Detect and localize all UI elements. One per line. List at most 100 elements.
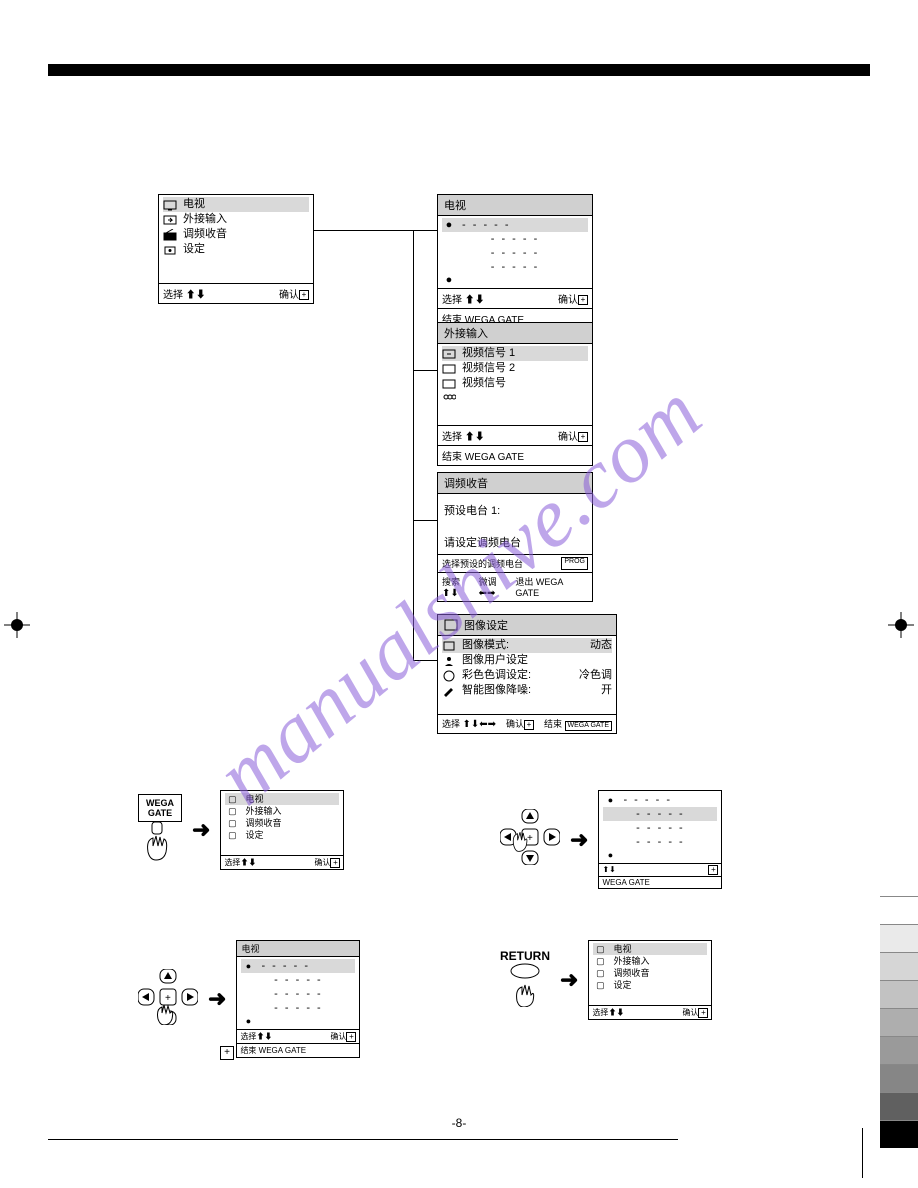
- step-2: + ➜ ●- - - - - - - - - - - - - - - - - -…: [500, 790, 722, 889]
- main-item-ext[interactable]: 外接输入: [163, 212, 309, 227]
- list-item: ▢调频收音: [225, 817, 339, 829]
- palette-icon: [442, 670, 456, 682]
- tv-icon: [163, 199, 177, 211]
- placeholder: - - - - -: [442, 260, 588, 274]
- page-number: -8-: [452, 1116, 467, 1130]
- small-panel-tv-2: ●- - - - - - - - - - - - - - - - - - - -…: [598, 790, 722, 889]
- pic-row-value: 动态: [590, 638, 612, 653]
- list-row: ●: [241, 1015, 355, 1027]
- ft: 结束: [240, 1046, 256, 1055]
- list-item: ▢调频收音: [593, 967, 707, 979]
- panel-picture-settings: 图像设定 图像模式: 动态 图像用户设定 彩色色调设定: 冷色调 智能图像降噪:…: [437, 614, 617, 734]
- user-icon: [442, 655, 456, 667]
- input-icon: [442, 378, 456, 390]
- main-item-label: 调频收音: [183, 227, 227, 242]
- item-label: 设定: [613, 979, 631, 991]
- connector-line: [314, 230, 414, 231]
- ext-item: [442, 391, 588, 403]
- pic-row[interactable]: 图像用户设定: [442, 653, 612, 668]
- fm-preset-label: 预设电台 1:: [444, 502, 586, 518]
- ft: 确认: [682, 1008, 698, 1017]
- dpad-control[interactable]: +: [500, 809, 560, 870]
- pic-row[interactable]: 彩色色调设定: 冷色调: [442, 668, 612, 683]
- ext-item[interactable]: 视频信号: [442, 376, 588, 391]
- connector-line: [413, 660, 437, 661]
- connector-line: [413, 370, 437, 371]
- list-item: ▢电视: [225, 793, 339, 805]
- footer-select: 选择: [442, 719, 460, 729]
- footer-select: 选择: [442, 295, 462, 306]
- footer-select: 选择: [224, 858, 240, 867]
- top-black-bar: [48, 64, 870, 76]
- item-label: 调频收音: [613, 967, 649, 979]
- small-panel-main-2: ▢电视 ▢外接输入 ▢调频收音 ▢设定 选择⬆⬇ 确认+: [588, 940, 712, 1020]
- pic-row-label: 彩色色调设定:: [462, 668, 573, 683]
- dpad-press-center[interactable]: +: [138, 969, 198, 1030]
- dpad-icon: +: [500, 809, 560, 865]
- panel-tv-title: 电视: [438, 195, 592, 216]
- main-item-radio[interactable]: 调频收音: [163, 227, 309, 242]
- tv-row[interactable]: ● - - - - -: [442, 218, 588, 232]
- fm-footer-a-left: 选择预设的调频电台: [442, 557, 523, 570]
- wega-gate-button[interactable]: WEGAGATE: [138, 794, 182, 867]
- step-4: RETURN ➜ ▢电视 ▢外接输入 ▢调频收音 ▢设定 选择⬆⬇ 确认+: [500, 940, 712, 1020]
- ext-item-label: 视频信号 2: [462, 361, 515, 376]
- return-button-icon: [505, 963, 545, 1007]
- step-1: WEGAGATE ➜ ▢电视 ▢外接输入 ▢调频收音 ▢设定 选择⬆⬇ 确认+: [138, 790, 344, 870]
- main-item-tv[interactable]: 电视: [163, 197, 309, 212]
- pic-row-label: 图像模式:: [462, 638, 584, 653]
- list-item: ▢外接输入: [593, 955, 707, 967]
- main-item-label: 设定: [183, 242, 205, 257]
- placeholder: - - - - -: [442, 232, 588, 246]
- list-item: ▢电视: [593, 943, 707, 955]
- ft: 确认: [330, 1032, 346, 1041]
- crop-target-right: [888, 612, 914, 638]
- step-3: + ➜ 电视 ●- - - - - - - - - - - - - - - - …: [138, 940, 360, 1058]
- component-icon: [442, 391, 456, 403]
- item-label: 电视: [245, 793, 263, 805]
- pic-row-value: 冷色调: [579, 668, 612, 683]
- panel-picture-title: 图像设定: [464, 617, 508, 633]
- hand-press-icon: [138, 822, 176, 862]
- connector-line: [413, 520, 437, 521]
- connector-line: [413, 230, 414, 660]
- footer-confirm: 确认: [279, 290, 299, 301]
- pic-row-label: 智能图像降噪:: [462, 683, 595, 698]
- pic-row[interactable]: 图像模式: 动态: [442, 638, 612, 653]
- footer-confirm: 确认: [558, 295, 578, 306]
- list-row: - - - - -: [603, 807, 717, 821]
- item-label: 调频收音: [245, 817, 281, 829]
- list-row: ●- - - - -: [603, 793, 717, 807]
- crop-target-left: [4, 612, 30, 638]
- arrow-icon: ➜: [208, 986, 226, 1012]
- panel-fm-radio: 调频收音 预设电台 1: 请设定调频电台 选择预设的调频电台 PROG 搜索 ⬆…: [437, 472, 593, 602]
- grayscale-strip: [880, 896, 918, 1148]
- panel-footer: 选择 ⬆⬇⬅➡ 确认+ 结束 WEGA GATE: [438, 714, 616, 733]
- return-button[interactable]: RETURN: [500, 949, 550, 1012]
- small-panel-main: ▢电视 ▢外接输入 ▢调频收音 ▢设定 选择⬆⬇ 确认+: [220, 790, 344, 870]
- footer-select: 选择: [163, 290, 183, 301]
- plus-icon-note: +: [220, 1044, 234, 1062]
- gear-icon: [163, 244, 177, 256]
- arrow-icon: ➜: [570, 827, 588, 853]
- main-item-settings[interactable]: 设定: [163, 242, 309, 257]
- panel-ext-input: 外接输入 视频信号 1 视频信号 2 视频信号 选择 ⬆⬇ 确认+ 结束 WEG…: [437, 322, 593, 466]
- footer-select: 选择: [442, 432, 462, 443]
- ext-item[interactable]: 视频信号 2: [442, 361, 588, 376]
- panel-footer-2: 结束 WEGA GATE: [237, 1043, 359, 1057]
- panel-footer-2: 搜索 ⬆⬇ 微调 ⬅➡ 退出 WEGA GATE: [438, 572, 592, 601]
- footer-confirm: 确认: [558, 432, 578, 443]
- panel-footer: 选择⬆⬇ 确认+: [237, 1029, 359, 1043]
- tv-row: ●: [442, 274, 588, 286]
- dpad-icon: +: [138, 969, 198, 1025]
- dot-icon: ●: [442, 219, 456, 231]
- mode-icon: [442, 640, 456, 652]
- small-tv-title: 电视: [237, 941, 359, 957]
- corner-line: [862, 1128, 863, 1178]
- connector-line: [413, 230, 437, 231]
- pic-row-value: 开: [601, 683, 612, 698]
- pic-row[interactable]: 智能图像降噪: 开: [442, 683, 612, 698]
- panel-ext-title: 外接输入: [438, 323, 592, 344]
- footer-confirm: 确认: [314, 858, 330, 867]
- ext-item[interactable]: 视频信号 1: [442, 346, 588, 361]
